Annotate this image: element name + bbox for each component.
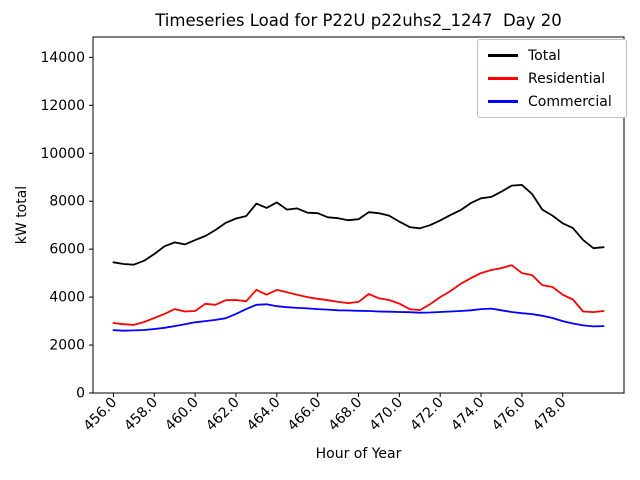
x-tick-label: 470.0	[367, 395, 407, 435]
series-line-total	[112, 183, 605, 266]
y-tick-label: 6000	[49, 242, 85, 258]
y-tick-label: 14000	[40, 50, 85, 66]
legend-entry-residential: Residential	[488, 70, 616, 87]
y-tick-label: 10000	[40, 146, 85, 162]
legend: Total Residential Commercial	[477, 39, 627, 118]
x-tick-label: 460.0	[162, 395, 202, 435]
x-tick-label: 462.0	[203, 395, 243, 435]
legend-entry-total: Total	[488, 47, 616, 64]
legend-line-sample-residential	[488, 77, 518, 80]
y-tick-label: 4000	[49, 290, 85, 306]
x-tick-label: 464.0	[244, 395, 284, 435]
legend-line-sample-commercial	[488, 100, 518, 103]
legend-entry-commercial: Commercial	[488, 93, 616, 110]
series-line-commercial	[112, 303, 605, 332]
x-tick-label: 458.0	[121, 395, 161, 435]
chart-title: Timeseries Load for P22U p22uhs2_1247 Da…	[155, 11, 562, 30]
legend-line-sample-total	[488, 54, 518, 57]
y-tick-label: 8000	[49, 194, 85, 210]
x-tick-label: 474.0	[448, 395, 488, 435]
y-tick-label: 12000	[40, 98, 85, 114]
legend-label-total: Total	[528, 47, 561, 64]
y-tick-label: 2000	[49, 338, 85, 354]
x-tick-label: 472.0	[407, 395, 447, 435]
y-axis-label: kW total	[14, 185, 30, 245]
x-tick-label: 476.0	[489, 395, 529, 435]
series-line-residential	[112, 264, 605, 326]
legend-label-residential: Residential	[528, 70, 606, 87]
x-tick-label: 478.0	[530, 395, 570, 435]
x-axis-label: Hour of Year	[315, 446, 402, 462]
x-tick-label: 466.0	[285, 395, 325, 435]
x-tick-label: 456.0	[81, 395, 121, 435]
legend-label-commercial: Commercial	[528, 93, 612, 110]
x-tick-label: 468.0	[326, 395, 366, 435]
y-tick-label: 0	[76, 386, 85, 402]
